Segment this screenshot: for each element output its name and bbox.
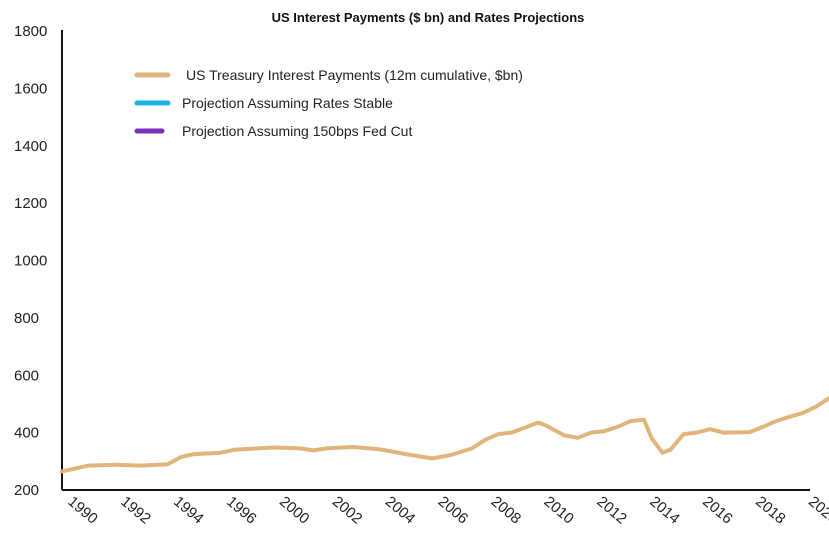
- y-tick-label: 1000: [14, 253, 47, 270]
- series-lines: [60, 396, 829, 474]
- y-tick-labels: 200 400 600 800 1000 1200 1400 1600 1800: [14, 23, 47, 499]
- x-tick-label: 1992: [117, 493, 153, 527]
- x-tick-label: 2006: [435, 493, 471, 527]
- legend-label: US Treasury Interest Payments (12m cumul…: [186, 67, 523, 83]
- x-tick-label: 2020: [805, 493, 829, 527]
- y-tick-label: 1600: [14, 80, 47, 97]
- series-line-0: [60, 396, 829, 474]
- x-tick-label: 2004: [382, 493, 418, 527]
- legend-label: Projection Assuming 150bps Fed Cut: [182, 123, 412, 139]
- y-tick-label: 600: [14, 367, 39, 384]
- x-tick-label: 2008: [488, 493, 524, 527]
- x-tick-label: 2016: [699, 493, 735, 527]
- x-tick-label: 2012: [593, 493, 629, 527]
- y-tick-label: 1800: [14, 23, 47, 40]
- y-tick-label: 400: [14, 425, 39, 442]
- x-tick-label: 1990: [64, 493, 100, 527]
- y-tick-label: 1400: [14, 138, 47, 155]
- x-tick-label: 2014: [646, 493, 682, 527]
- axes: [61, 30, 810, 491]
- y-tick-label: 200: [14, 482, 39, 499]
- y-tick-label: 1200: [14, 195, 47, 212]
- y-tick-label: 800: [14, 310, 39, 327]
- x-tick-label: 1996: [223, 493, 259, 527]
- x-tick-label: 2010: [541, 493, 577, 527]
- x-tick-label: 2000: [276, 493, 312, 527]
- legend-label: Projection Assuming Rates Stable: [182, 95, 393, 111]
- x-tick-label: 2018: [752, 493, 788, 527]
- x-tick-label: 2002: [329, 493, 365, 527]
- x-tick-label: 1994: [170, 493, 206, 527]
- legend: US Treasury Interest Payments (12m cumul…: [134, 67, 523, 139]
- chart-title: US Interest Payments ($ bn) and Rates Pr…: [272, 10, 585, 25]
- x-tick-labels: 1990 1992 1994 1996 2000 2002 2004 2006 2008 2010…: [64, 493, 829, 527]
